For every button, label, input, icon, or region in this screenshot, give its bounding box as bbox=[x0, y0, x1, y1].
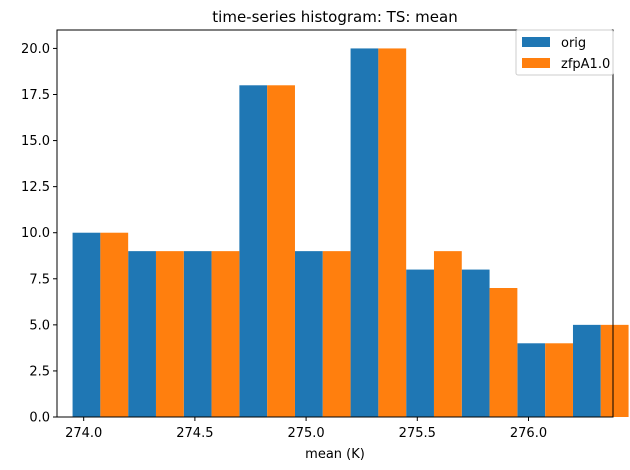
y-tick-label: 15.0 bbox=[21, 134, 50, 149]
bars-group bbox=[72, 48, 629, 418]
bar-zfpA1.0-bin-7 bbox=[489, 288, 518, 417]
bar-orig-bin-2 bbox=[183, 251, 212, 417]
y-tick-label: 2.5 bbox=[29, 364, 50, 379]
y-tick-label: 12.5 bbox=[21, 180, 50, 195]
x-tick-label: 276.0 bbox=[510, 426, 547, 441]
y-tick-label: 0.0 bbox=[29, 411, 50, 426]
x-tick-label: 274.0 bbox=[65, 426, 102, 441]
bar-orig-bin-7 bbox=[461, 269, 490, 417]
y-tick-label: 17.5 bbox=[21, 88, 50, 103]
bar-orig-bin-3 bbox=[239, 85, 268, 417]
x-tick-label: 274.5 bbox=[176, 426, 213, 441]
legend-label-orig: orig bbox=[561, 36, 586, 51]
x-axis: 274.0 274.5 275.0 275.5 276.0 bbox=[65, 417, 547, 441]
x-axis-label: mean (K) bbox=[305, 447, 365, 462]
bar-orig-bin-6 bbox=[406, 269, 434, 417]
bar-zfpA1.0-bin-6 bbox=[433, 251, 462, 417]
x-tick-label: 275.0 bbox=[287, 426, 324, 441]
bar-orig-bin-9 bbox=[572, 324, 601, 417]
bar-orig-bin-0 bbox=[72, 232, 101, 417]
bar-zfpA1.0-bin-9 bbox=[600, 324, 629, 417]
y-tick-label: 7.5 bbox=[29, 272, 50, 287]
bar-orig-bin-1 bbox=[128, 251, 156, 417]
y-tick-label: 20.0 bbox=[21, 42, 50, 57]
bar-zfpA1.0-bin-1 bbox=[155, 251, 184, 417]
bar-zfpA1.0-bin-0 bbox=[100, 232, 129, 417]
bar-zfpA1.0-bin-5 bbox=[378, 48, 407, 418]
legend-label-zfpA1.0: zfpA1.0 bbox=[561, 57, 610, 72]
bar-orig-bin-4 bbox=[294, 251, 323, 417]
bar-zfpA1.0-bin-4 bbox=[322, 251, 351, 417]
legend-swatch-zfpA1.0 bbox=[522, 58, 550, 68]
bar-orig-bin-8 bbox=[517, 343, 546, 417]
legend: orig zfpA1.0 bbox=[515, 29, 614, 76]
y-axis: 0.0 2.5 5.0 7.5 10.0 12.5 15.0 17.5 20.0 bbox=[21, 42, 57, 426]
y-tick-label: 10.0 bbox=[21, 226, 50, 241]
bar-orig-bin-5 bbox=[350, 48, 379, 418]
x-tick-label: 275.5 bbox=[399, 426, 436, 441]
bar-zfpA1.0-bin-3 bbox=[267, 85, 295, 417]
plot-frame bbox=[56, 29, 614, 418]
y-tick-label: 5.0 bbox=[29, 318, 50, 333]
bar-zfpA1.0-bin-8 bbox=[545, 343, 573, 417]
bar-zfpA1.0-bin-2 bbox=[211, 251, 240, 417]
chart-title: time-series histogram: TS: mean bbox=[212, 8, 457, 26]
legend-swatch-orig bbox=[522, 37, 550, 47]
